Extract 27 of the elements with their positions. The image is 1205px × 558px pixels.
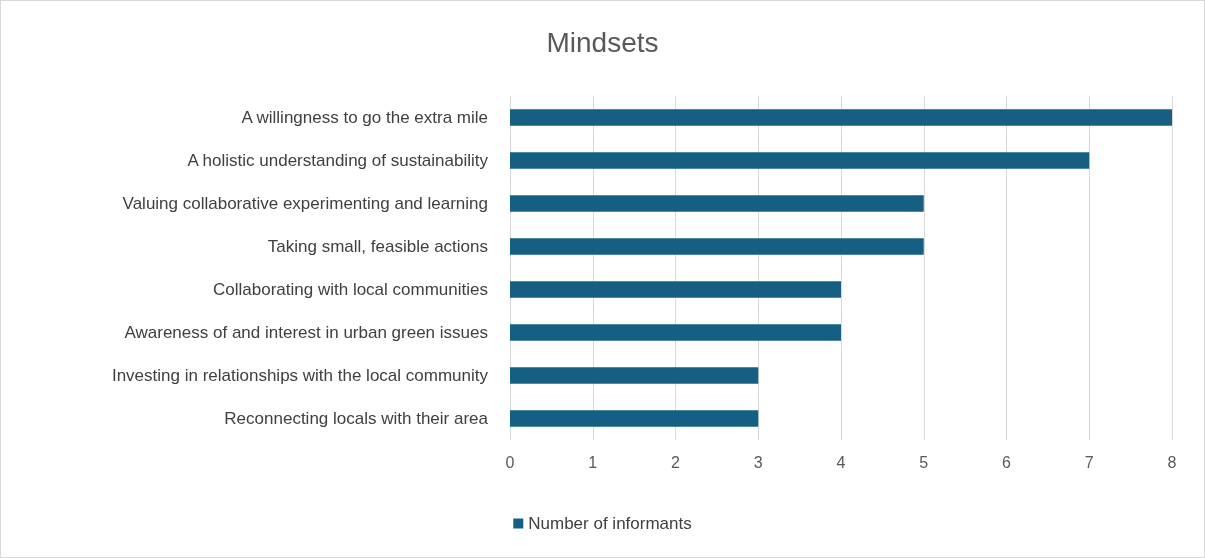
x-tick-label: 4 [836,453,846,471]
x-tick-label: 7 [1084,453,1094,471]
y-tick-label: Collaborating with local communities [213,280,488,299]
x-tick-label: 8 [1167,453,1177,471]
bar [510,109,1172,126]
bar [510,410,759,427]
x-tick-label: 2 [671,453,681,471]
x-tick-label: 0 [505,453,515,471]
x-tick-label: 5 [919,453,929,471]
x-tick-label: 1 [588,453,598,471]
y-tick-label: Taking small, feasible actions [267,237,488,256]
y-tick-label: Reconnecting locals with their area [224,409,489,428]
y-tick-label: Valuing collaborative experimenting and learning [122,194,488,213]
y-tick-label: Awareness of and interest in urban green issues [124,323,488,342]
bar [510,238,924,255]
x-tick-label: 3 [753,453,763,471]
bar [510,195,924,212]
x-tick-label: 6 [1002,453,1012,471]
bar [510,281,841,298]
y-tick-label: A willingness to go the extra mile [241,108,488,127]
chart-title: Mindsets [546,26,659,58]
bar [510,367,759,384]
legend-label: Number of informants [528,514,692,533]
y-tick-label: A holistic understanding of sustainability [187,151,489,170]
bar [510,324,841,341]
y-tick-label: Investing in relationships with the local community [111,366,489,385]
bar [510,152,1090,169]
